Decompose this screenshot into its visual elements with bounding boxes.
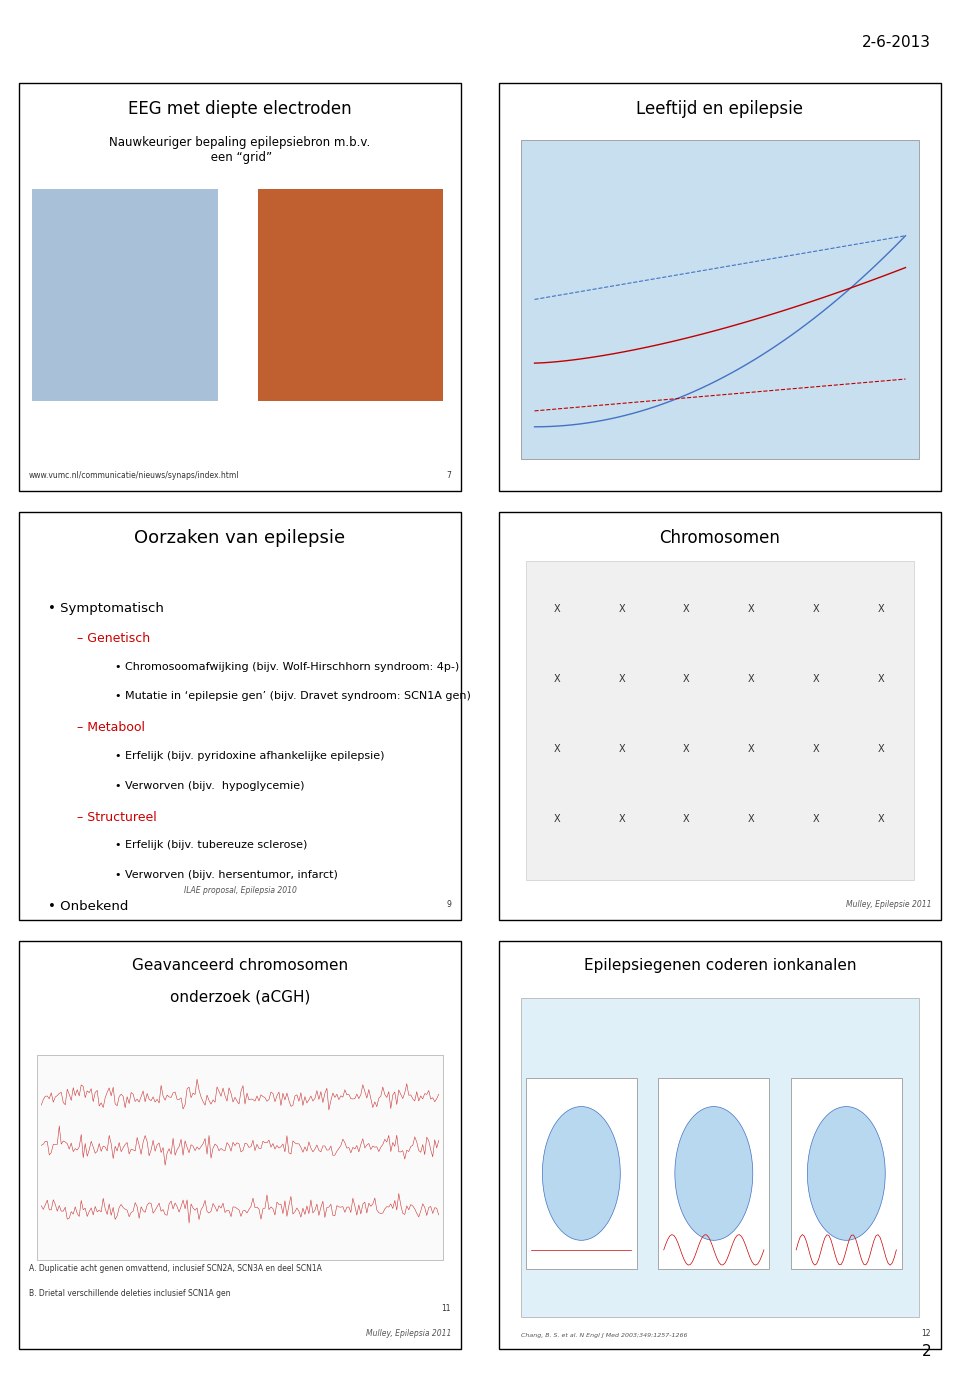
Text: • Erfelijk (bijv. tubereuze sclerose): • Erfelijk (bijv. tubereuze sclerose): [115, 840, 307, 851]
Text: • Chromosoomafwijking (bijv. Wolf-Hirschhorn syndroom: 4p-): • Chromosoomafwijking (bijv. Wolf-Hirsch…: [115, 662, 460, 671]
Bar: [19, 941, 461, 1349]
Text: • Symptomatisch: • Symptomatisch: [48, 602, 164, 614]
Text: X: X: [748, 674, 755, 684]
Text: X: X: [554, 674, 560, 684]
Text: – Metabool: – Metabool: [77, 721, 145, 735]
Text: X: X: [812, 603, 819, 614]
Bar: [659, 1078, 770, 1269]
Text: Leeftijd en epilepsie: Leeftijd en epilepsie: [636, 100, 804, 118]
Text: 12: 12: [922, 1329, 931, 1338]
Text: X: X: [748, 814, 755, 823]
Bar: [499, 512, 941, 920]
Text: – Genetisch: – Genetisch: [77, 632, 150, 645]
Text: B. Drietal verschillende deleties inclusief SCN1A gen: B. Drietal verschillende deleties inclus…: [29, 1289, 230, 1298]
Bar: [526, 1078, 637, 1269]
Text: • Verworven (bijv. hersentumor, infarct): • Verworven (bijv. hersentumor, infarct): [115, 871, 338, 880]
Text: • Verworven (bijv.  hypoglycemie): • Verworven (bijv. hypoglycemie): [115, 781, 304, 790]
Text: ILAE proposal, Epilepsia 2010: ILAE proposal, Epilepsia 2010: [183, 886, 297, 895]
Text: Epilepsiegenen coderen ionkanalen: Epilepsiegenen coderen ionkanalen: [584, 958, 856, 973]
Ellipse shape: [675, 1107, 753, 1240]
Ellipse shape: [542, 1107, 620, 1240]
Text: X: X: [683, 674, 689, 684]
Text: Geavanceerd chromosomen: Geavanceerd chromosomen: [132, 958, 348, 973]
Text: X: X: [554, 603, 560, 614]
Bar: [791, 1078, 902, 1269]
Bar: [19, 512, 461, 920]
Bar: [499, 83, 941, 491]
Bar: [257, 190, 444, 401]
Text: Oorzaken van epilepsie: Oorzaken van epilepsie: [134, 529, 346, 547]
Bar: [526, 561, 914, 880]
Text: X: X: [683, 814, 689, 823]
Text: 7: 7: [446, 471, 451, 480]
Bar: [521, 998, 919, 1316]
Text: • Erfelijk (bijv. pyridoxine afhankelijke epilepsie): • Erfelijk (bijv. pyridoxine afhankelijk…: [115, 752, 385, 761]
Text: EEG met diepte electroden: EEG met diepte electroden: [129, 100, 351, 118]
Bar: [19, 83, 461, 491]
Text: X: X: [748, 603, 755, 614]
Text: X: X: [877, 814, 884, 823]
Bar: [499, 941, 941, 1349]
Text: A. Duplicatie acht genen omvattend, inclusief SCN2A, SCN3A en deel SCN1A: A. Duplicatie acht genen omvattend, incl…: [29, 1264, 322, 1273]
Text: 9: 9: [446, 900, 451, 909]
Text: X: X: [554, 814, 560, 823]
Ellipse shape: [807, 1107, 885, 1240]
Text: • Mutatie in ‘epilepsie gen’ (bijv. Dravet syndroom: SCN1A gen): • Mutatie in ‘epilepsie gen’ (bijv. Drav…: [115, 692, 471, 702]
Text: X: X: [812, 814, 819, 823]
Text: • Onbekend: • Onbekend: [48, 900, 129, 913]
Text: 11: 11: [442, 1304, 451, 1313]
Text: X: X: [618, 814, 625, 823]
Text: Mulley, Epilepsie 2011: Mulley, Epilepsie 2011: [846, 900, 931, 909]
Text: X: X: [618, 745, 625, 754]
Text: X: X: [812, 745, 819, 754]
Text: X: X: [812, 674, 819, 684]
Text: 2: 2: [922, 1344, 931, 1359]
Text: Chang, B. S. et al. N Engl J Med 2003;349:1257-1266: Chang, B. S. et al. N Engl J Med 2003;34…: [521, 1333, 687, 1338]
Text: X: X: [618, 674, 625, 684]
Text: X: X: [877, 745, 884, 754]
Text: X: X: [618, 603, 625, 614]
Text: X: X: [877, 603, 884, 614]
Text: Mulley, Epilepsia 2011: Mulley, Epilepsia 2011: [366, 1329, 451, 1338]
Text: 2-6-2013: 2-6-2013: [862, 35, 931, 50]
Text: onderzoek (aCGH): onderzoek (aCGH): [170, 990, 310, 1005]
Text: X: X: [683, 745, 689, 754]
Text: Chromosomen: Chromosomen: [660, 529, 780, 547]
Text: X: X: [554, 745, 560, 754]
Text: X: X: [683, 603, 689, 614]
Text: X: X: [748, 745, 755, 754]
Text: X: X: [877, 674, 884, 684]
Bar: [36, 1056, 444, 1259]
Text: – Structureel: – Structureel: [77, 811, 156, 823]
Text: Nauwkeuriger bepaling epilepsiebron m.b.v.
 een “grid”: Nauwkeuriger bepaling epilepsiebron m.b.…: [109, 136, 371, 163]
Bar: [521, 140, 919, 458]
Bar: [33, 190, 218, 401]
Text: www.vumc.nl/communicatie/nieuws/synaps/index.html: www.vumc.nl/communicatie/nieuws/synaps/i…: [29, 471, 239, 480]
